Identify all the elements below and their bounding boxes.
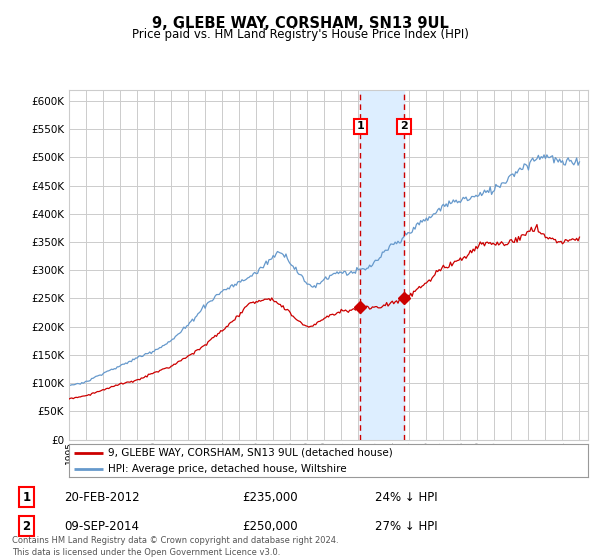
Text: 1: 1 [22, 491, 31, 504]
Text: £250,000: £250,000 [242, 520, 298, 533]
Text: 9, GLEBE WAY, CORSHAM, SN13 9UL (detached house): 9, GLEBE WAY, CORSHAM, SN13 9UL (detache… [108, 448, 392, 458]
Text: 27% ↓ HPI: 27% ↓ HPI [375, 520, 437, 533]
Bar [361, 90, 404, 440]
Text: 20-FEB-2012: 20-FEB-2012 [64, 491, 139, 504]
Text: Contains HM Land Registry data © Crown copyright and database right 2024.
This d: Contains HM Land Registry data © Crown c… [12, 536, 338, 557]
Text: HPI: Average price, detached house, Wiltshire: HPI: Average price, detached house, Wilt… [108, 464, 347, 474]
Text: 9, GLEBE WAY, CORSHAM, SN13 9UL: 9, GLEBE WAY, CORSHAM, SN13 9UL [152, 16, 448, 31]
Text: Price paid vs. HM Land Registry's House Price Index (HPI): Price paid vs. HM Land Registry's House … [131, 28, 469, 41]
Text: 1: 1 [356, 122, 364, 132]
Text: 2: 2 [400, 122, 408, 132]
Text: 09-SEP-2014: 09-SEP-2014 [64, 520, 139, 533]
Text: £235,000: £235,000 [242, 491, 298, 504]
Text: 2: 2 [22, 520, 31, 533]
Text: 24% ↓ HPI: 24% ↓ HPI [375, 491, 437, 504]
